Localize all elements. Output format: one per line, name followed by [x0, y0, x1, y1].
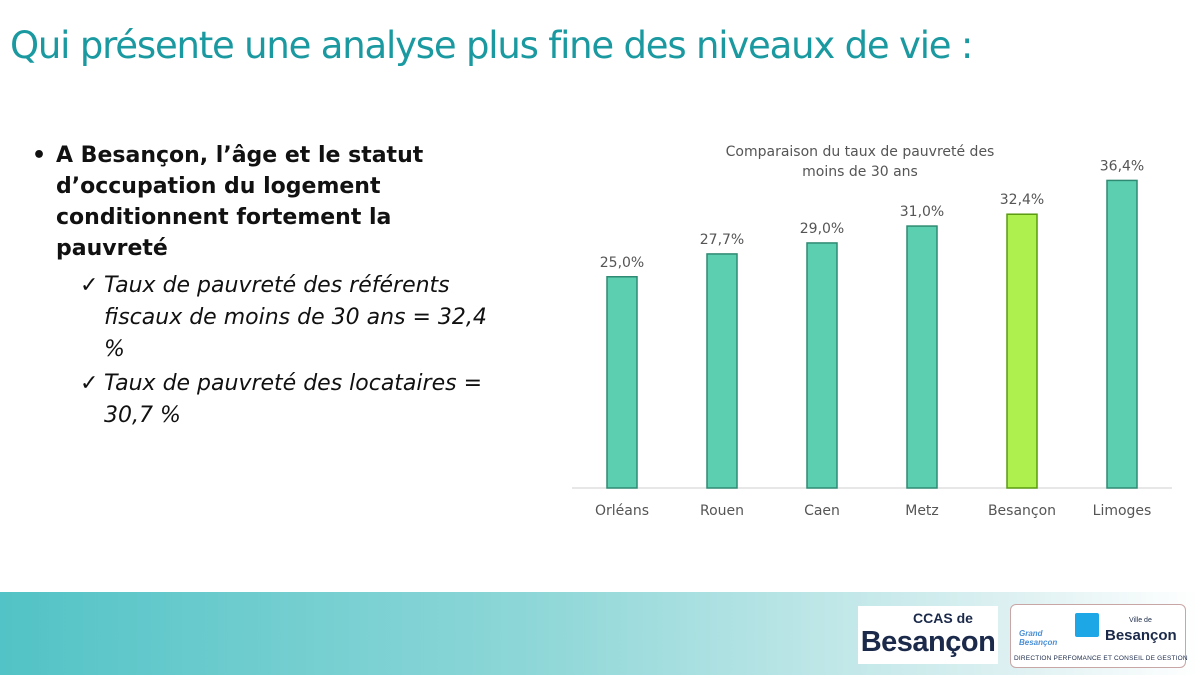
ccas-logo: CCAS de Besançon [858, 606, 998, 664]
category-label: Orléans [595, 503, 649, 519]
category-label: Besançon [988, 503, 1056, 519]
bullet-marker: • [32, 143, 47, 168]
chart-title: Comparaison du taux de pauvreté des moin… [660, 142, 1060, 182]
sub-bullet-item: ✓ Taux de pauvreté des référents fiscaux… [80, 270, 502, 366]
footer-band [0, 592, 1200, 675]
grand-besancon-line: Grand [1019, 629, 1043, 638]
data-label: 31,0% [900, 204, 944, 220]
data-label: 36,4% [1100, 158, 1144, 174]
main-bullet-text: A Besançon, l’âge et le statut d’occupat… [56, 143, 424, 261]
ville-emblem-icon [1075, 613, 1099, 637]
bar-chart: Comparaison du taux de pauvreté des moin… [560, 130, 1190, 530]
bar-orléans [606, 276, 638, 489]
data-label: 27,7% [700, 232, 744, 248]
grand-besancon-line: Besançon [1019, 638, 1058, 647]
bar-limoges [1106, 179, 1138, 489]
sub-bullet-text: Taux de pauvreté des référents fiscaux d… [104, 273, 487, 362]
category-label: Metz [905, 503, 939, 519]
ccas-logo-top: CCAS de [913, 610, 973, 626]
sub-bullet-item: ✓ Taux de pauvreté des locataires = 30,7… [80, 368, 502, 432]
direction-text: DIRECTION PERFOMANCE ET CONSEIL DE GESTI… [1014, 655, 1188, 662]
bullet-list: • A Besançon, l’âge et le statut d’occup… [32, 140, 502, 434]
category-label: Caen [804, 503, 840, 519]
grand-besancon-text: Grand Besançon [1019, 629, 1057, 647]
ville-logo-top: Ville de [1129, 617, 1152, 624]
bar-besançon [1006, 213, 1038, 489]
sub-bullet-list: ✓ Taux de pauvreté des référents fiscaux… [80, 270, 502, 432]
data-label: 29,0% [800, 221, 844, 237]
checkmark-icon: ✓ [80, 273, 99, 298]
checkmark-icon: ✓ [80, 371, 99, 396]
chart-title-line: moins de 30 ans [802, 164, 918, 180]
chart-plot: 25,0% Orléans 27,7% Rouen 29,0% Caen 31,0% Metz… [572, 158, 1172, 519]
bar-rouen [706, 253, 738, 489]
category-label: Rouen [700, 503, 744, 519]
sub-bullet-text: Taux de pauvreté des locataires = 30,7 % [104, 371, 482, 428]
bar-caen [806, 242, 838, 489]
bar-metz [906, 225, 938, 489]
data-label: 25,0% [600, 255, 644, 271]
slide-title: Qui présente une analyse plus fine des n… [10, 24, 973, 67]
ccas-logo-city: Besançon [860, 626, 996, 658]
data-label: 32,4% [1000, 192, 1044, 208]
chart-title-line: Comparaison du taux de pauvreté des [725, 144, 995, 160]
category-label: Limoges [1093, 503, 1152, 519]
ville-logo: Grand Besançon Ville de Besançon DIRECTI… [1010, 604, 1188, 668]
ville-logo-city: Besançon [1105, 627, 1177, 644]
main-bullet: • A Besançon, l’âge et le statut d’occup… [32, 140, 502, 264]
